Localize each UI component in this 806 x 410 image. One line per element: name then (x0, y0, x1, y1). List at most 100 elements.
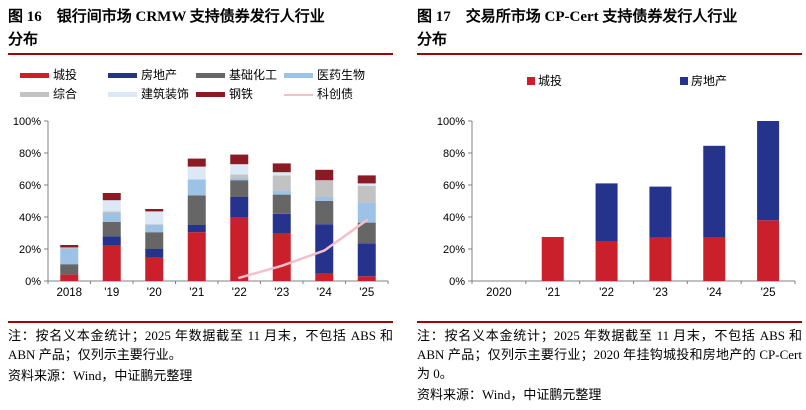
legend-swatch (20, 72, 49, 78)
x-category-label: '19 (104, 287, 119, 299)
legend-item: 钢铁 (196, 87, 284, 101)
bar-segment (272, 175, 291, 191)
y-tick-label: 100% (437, 116, 465, 128)
figure-17-source: 资料来源：Wind，中证鹏元整理 (417, 386, 602, 402)
bar-segment (272, 163, 291, 173)
figure-17-panel: 图 17 交易所市场 CP-Cert 支持债券发行人行业分布 城投 房地产 0% 2… (417, 6, 802, 404)
legend-item: 科创债 (284, 87, 376, 101)
bar-segment (357, 276, 376, 281)
bar-segment (102, 245, 121, 281)
bar-segment (145, 211, 164, 225)
x-category-label: 2020 (486, 287, 512, 299)
bar-segment (102, 221, 121, 237)
figure-17-title-text: 图 17 交易所市场 CP-Cert 支持债券发行人行业分布 (417, 9, 738, 48)
bar-segment (230, 164, 249, 175)
y-tick-label: 100% (13, 116, 41, 128)
figure-16-panel: 图 16 银行间市场 CRMW 支持债券发行人行业分布 城投 房地产 基础化工 医药生… (8, 6, 393, 404)
legend-item: 综合 (20, 87, 108, 101)
bar-segment (187, 195, 206, 225)
y-tick-label: 60% (19, 180, 41, 192)
x-category-label: '22 (599, 287, 614, 299)
figure-16-note: 注：按名义本金统计；2025 年数据截至 11 月末，不包括 ABS 和 ABN… (8, 328, 393, 362)
figure-16-title-text: 图 16 银行间市场 CRMW 支持债券发行人行业分布 (8, 9, 325, 48)
y-tick-label: 80% (443, 148, 465, 160)
legend-item: 房地产 (680, 74, 727, 88)
bar-segment (357, 185, 376, 203)
y-tick-label: 0% (449, 276, 465, 288)
y-tick-label: 40% (19, 212, 41, 224)
bar-segment (187, 232, 206, 281)
legend-label: 建筑装饰 (141, 87, 190, 102)
bar-segment (315, 169, 334, 181)
bar-segment (230, 180, 249, 197)
legend-swatch (196, 72, 225, 78)
bar-segment (315, 201, 334, 225)
legend-label: 房地产 (141, 68, 178, 82)
legend-item: 房地产 (108, 68, 196, 82)
bar-segment (60, 247, 79, 249)
bar-segment (357, 202, 376, 223)
x-category-label: '24 (707, 287, 723, 299)
figure-17-note-block: 注：按名义本金统计；2025 年数据截至 11 月末，不包括 ABS 和 ABN… (417, 321, 802, 404)
legend-swatch (680, 77, 689, 86)
y-tick-label: 60% (443, 180, 465, 192)
bar-segment (102, 200, 121, 212)
legend-swatch (108, 92, 137, 98)
bar-segment (272, 172, 291, 176)
legend-item: 建筑装饰 (108, 87, 196, 101)
bar-segment (230, 217, 249, 281)
legend-item: 基础化工 (196, 68, 284, 82)
legend-item: 城投 (20, 68, 108, 82)
bar-segment (541, 237, 564, 281)
bar-segment (145, 232, 164, 249)
legend-item: 城投 (527, 74, 562, 88)
x-category-label: '21 (189, 287, 204, 299)
bar-segment (703, 237, 726, 281)
bar-segment (230, 174, 249, 178)
legend-swatch (527, 77, 535, 86)
x-category-label: '23 (653, 287, 668, 299)
legend-label: 综合 (53, 87, 78, 102)
y-tick-label: 0% (25, 276, 41, 288)
bar-segment (357, 243, 376, 277)
legend-label: 钢铁 (229, 87, 254, 102)
bar-segment (703, 145, 726, 237)
bar-segment (60, 274, 79, 281)
bar-segment (187, 179, 206, 196)
bar-segment (315, 197, 334, 201)
legend-label: 基础化工 (229, 68, 278, 82)
legend-swatch (284, 72, 313, 78)
trend-line (238, 218, 368, 280)
bar-segment (757, 121, 780, 221)
bar-segment (649, 186, 672, 238)
x-category-label: '25 (359, 287, 374, 299)
bar-segment (145, 257, 164, 281)
legend-label: 城投 (538, 74, 563, 88)
legend-label: 科创债 (317, 87, 354, 102)
bar-segment (102, 193, 121, 201)
bar-segment (145, 225, 164, 233)
x-category-label: '22 (232, 287, 247, 299)
bar-segment (230, 197, 249, 218)
x-category-label: '25 (761, 287, 776, 299)
bar-segment (145, 209, 164, 212)
x-category-label: '24 (317, 287, 333, 299)
bar-segment (357, 222, 376, 244)
figure-16-note-block: 注：按名义本金统计；2025 年数据截至 11 月末，不包括 ABS 和 ABN… (8, 321, 393, 386)
bar-segment (60, 245, 79, 248)
bar-segment (145, 249, 164, 258)
bar-segment (315, 273, 334, 281)
figure-16-source: 资料来源：Wind，中证鹏元整理 (8, 367, 193, 383)
bar-segment (145, 224, 164, 225)
y-tick-label: 20% (19, 244, 41, 256)
figure-16-title: 图 16 银行间市场 CRMW 支持债券发行人行业分布 (8, 6, 393, 55)
legend-swatch (108, 72, 137, 78)
x-category-label: '21 (545, 287, 560, 299)
x-category-label: 2018 (56, 287, 82, 299)
bar-segment (60, 264, 79, 275)
legend-swatch (196, 92, 225, 98)
x-category-label: '23 (274, 287, 289, 299)
y-tick-label: 40% (443, 212, 465, 224)
legend-label: 医药生物 (317, 68, 366, 82)
